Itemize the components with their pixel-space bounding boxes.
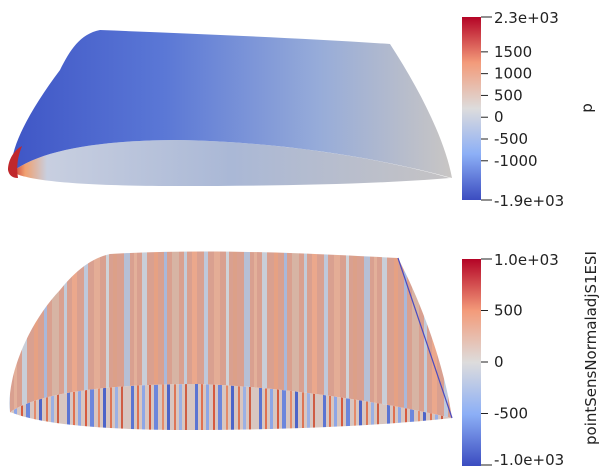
colorbar-tick-label: -500 — [494, 405, 528, 423]
leading-edge-stagnation — [8, 146, 22, 178]
colorbar-p: 2.3e+03 -1.9e+03 1500 1000 500 0 -500 -1000 p — [462, 9, 596, 210]
colorbar-p-gradient — [462, 17, 481, 200]
airfoil-upper-surface — [11, 30, 453, 178]
colorbar-sens-max-label: 1.0e+03 — [494, 251, 559, 269]
colorbar-sens-gradient — [462, 259, 481, 466]
colorbar-sens-min-label: -1.0e+03 — [494, 451, 564, 468]
colorbar-tick-label: 0 — [494, 108, 504, 126]
colorbar-tick-label: 0 — [494, 353, 504, 371]
colorbar-p-min-label: -1.9e+03 — [494, 192, 564, 210]
airfoil-sens-lower-surface — [10, 384, 452, 430]
colorbar-tick-label: -1000 — [494, 152, 538, 170]
colorbar-p-max-label: 2.3e+03 — [494, 9, 559, 27]
airfoil-pressure-render[interactable] — [8, 30, 453, 186]
airfoil-sens-upper-surface — [9, 251, 453, 418]
airfoil-sensitivity-render[interactable] — [9, 251, 453, 430]
airfoil-lower-surface — [12, 140, 450, 186]
colorbar-sens-title: pointSensNormaladjS1ESI — [582, 251, 600, 445]
colorbar-sens: 1.0e+03 -1.0e+03 500 0 -500 pointSensNorma… — [462, 251, 600, 468]
colorbar-p-title: p — [578, 103, 596, 113]
colorbar-tick-label: 500 — [494, 302, 523, 320]
colorbar-tick-label: 500 — [494, 86, 523, 104]
colorbar-tick-label: 1500 — [494, 43, 532, 61]
colorbar-tick-label: 1000 — [494, 65, 532, 83]
colorbar-tick-label: -500 — [494, 130, 528, 148]
